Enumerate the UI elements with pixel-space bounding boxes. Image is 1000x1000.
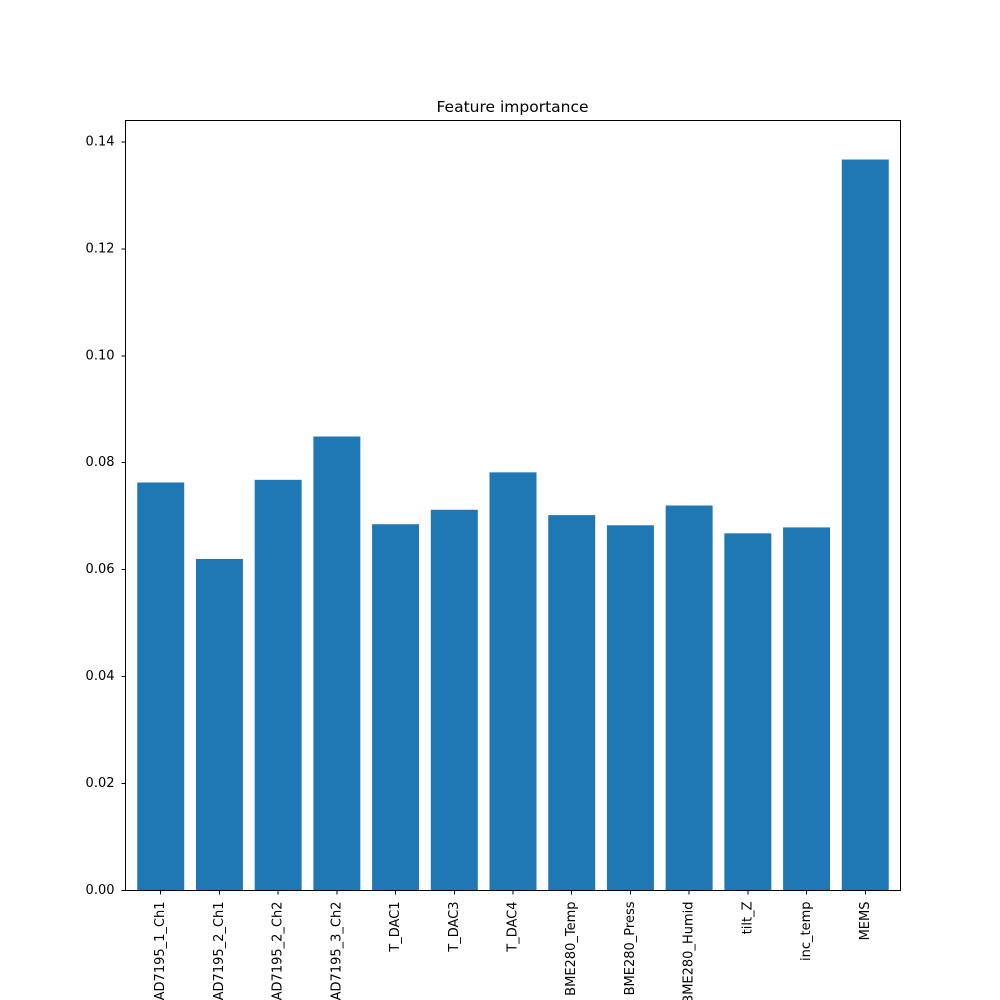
y-tick-label: 0.04 <box>86 669 115 684</box>
x-tick-label: inc_temp <box>799 902 814 962</box>
bar-AD7195_2_Ch1 <box>195 558 243 891</box>
y-tick-label: 0.14 <box>86 134 115 149</box>
y-axis: 0.00 0.02 0.04 0.06 0.08 0.10 0.12 0.14 <box>86 134 126 898</box>
x-tick-label: AD7195_2_Ch2 <box>271 902 286 1000</box>
y-tick-label: 0.08 <box>86 455 115 470</box>
bar-AD7195_2_Ch2 <box>254 479 302 891</box>
x-tick-label: tilt_Z <box>740 901 755 934</box>
bar-MEMS <box>841 159 889 891</box>
bar-AD7195_1_Ch1 <box>137 482 185 891</box>
x-tick-label: T_DAC4 <box>506 902 521 953</box>
bar-T_DAC4 <box>489 472 537 891</box>
x-tick-label: AD7195_2_Ch1 <box>212 902 227 1000</box>
x-tick-label: MEMS <box>858 902 873 941</box>
y-tick-label: 0.02 <box>86 776 115 791</box>
chart-title: Feature importance <box>436 98 588 116</box>
x-tick-label: T_DAC1 <box>388 902 403 953</box>
y-tick-label: 0.10 <box>86 348 115 363</box>
bar-inc_temp <box>783 527 831 891</box>
x-tick-label: BME280_Press <box>623 901 638 995</box>
bar-BME280_Humid <box>665 505 713 891</box>
x-tick-label: T_DAC3 <box>447 902 462 953</box>
x-tick-label: AD7195_3_Ch2 <box>329 902 344 1000</box>
bar-T_DAC3 <box>430 509 478 891</box>
x-axis: AD7195_1_Ch1 AD7195_2_Ch1 AD7195_2_Ch2 AD71… <box>153 890 873 1000</box>
y-tick-label: 0.00 <box>86 883 115 898</box>
x-tick-label: BME280_Temp <box>564 902 579 996</box>
y-tick-label: 0.06 <box>86 562 115 577</box>
plot-frame <box>125 120 901 891</box>
bar-tilt_Z <box>724 533 772 891</box>
x-tick-label: AD7195_1_Ch1 <box>153 902 168 1000</box>
bar-T_DAC1 <box>372 524 420 891</box>
bars-group <box>137 159 889 891</box>
bar-BME280_Temp <box>548 515 596 891</box>
bar-AD7195_3_Ch2 <box>313 436 361 891</box>
x-tick-label: BME280_Humid <box>682 902 697 1000</box>
y-tick-label: 0.12 <box>86 241 115 256</box>
bar-BME280_Press <box>606 525 654 891</box>
